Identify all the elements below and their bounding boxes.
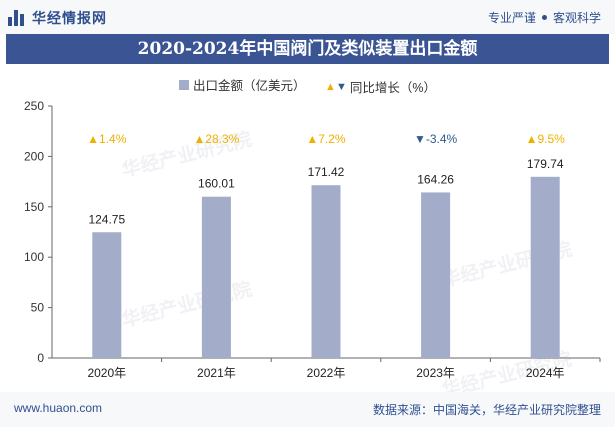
growth-label: ▲9.5%	[526, 132, 566, 146]
growth-label: ▲1.4%	[87, 132, 127, 146]
bar-value-label: 164.26	[417, 172, 454, 186]
legend-growth-label: 同比增长（%）	[349, 81, 436, 95]
bar	[201, 196, 231, 358]
growth-label: ▼-3.4%	[414, 132, 458, 146]
bar-logo-icon	[8, 10, 26, 26]
chart-plot-area: 0 50 100 150 200 250 124.75 2020年 ▲1.4% 160.01 202…	[24, 99, 601, 380]
y-tick-label: 100	[24, 250, 44, 264]
legend-item-export: 出口金额（亿美元）	[179, 75, 306, 94]
chart-title: 2020-2024年中国阀门及类似装置出口金额	[6, 34, 609, 64]
bar-value-label: 171.42	[308, 165, 345, 179]
bar	[92, 232, 122, 358]
x-tick-label: 2020年	[87, 366, 126, 380]
tagline-left: 专业严谨	[487, 11, 536, 25]
logo-text: 华经情报网	[32, 10, 107, 26]
data-source: 数据来源：中国海关，华经产业研究院整理	[372, 403, 601, 417]
x-tick-label: 2021年	[197, 366, 236, 380]
x-tick-label: 2023年	[416, 366, 455, 380]
bar-value-label: 124.75	[88, 212, 125, 226]
footer-bar: www.huaon.com 数据来源：中国海关，华经产业研究院整理	[0, 392, 615, 427]
triangle-up-icon: ▲	[325, 80, 336, 93]
legend-bar-swatch-icon	[179, 79, 190, 90]
bar-value-label: 179.74	[527, 157, 564, 171]
bar	[311, 185, 341, 358]
growth-label: ▲28.3%	[193, 132, 239, 146]
legend-item-growth: ▲ ▼ 同比增长（%）	[325, 77, 436, 96]
site-link[interactable]: www.huaon.com	[14, 401, 103, 415]
x-tick-label: 2024年	[526, 366, 565, 380]
tagline: 专业严谨 客观科学	[488, 9, 601, 26]
y-tick-label: 250	[24, 99, 44, 113]
top-header-bar: 华经情报网 专业严谨 客观科学	[0, 0, 615, 34]
y-tick-label: 150	[24, 200, 44, 214]
brand-logo[interactable]: 华经情报网	[8, 8, 107, 28]
growth-label: ▲7.2%	[306, 132, 346, 146]
y-tick-label: 0	[37, 351, 44, 365]
tagline-right: 客观科学	[552, 11, 601, 25]
legend-export-label: 出口金额（亿美元）	[193, 79, 306, 93]
chart-legend: 出口金额（亿美元） ▲ ▼ 同比增长（%）	[0, 75, 615, 96]
y-tick-label: 50	[31, 301, 45, 315]
separator-dot-icon	[541, 15, 547, 20]
y-tick-label: 200	[24, 149, 44, 163]
bar	[421, 192, 451, 358]
triangle-down-icon: ▼	[335, 80, 347, 93]
bar-value-label: 160.01	[198, 177, 235, 191]
x-tick-label: 2022年	[307, 366, 346, 380]
bar	[530, 176, 560, 358]
